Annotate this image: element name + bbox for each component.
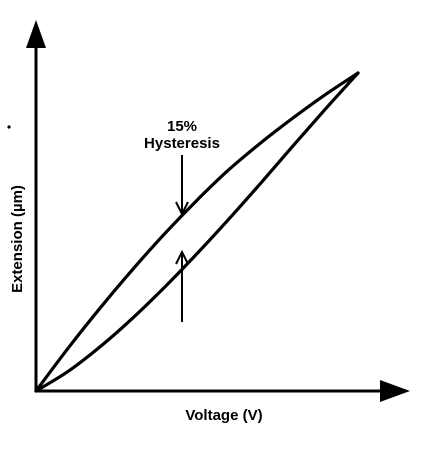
upper-arrow-head <box>175 201 189 217</box>
stray-dot <box>7 125 11 129</box>
series-group <box>34 71 360 393</box>
y-axis-arrow <box>26 20 46 48</box>
annotation-percent: 15% <box>167 118 197 135</box>
y-axis-label: Extension (µm) <box>9 185 26 293</box>
hysteresis-indicator <box>175 155 189 322</box>
x-axis-label: Voltage (V) <box>185 407 262 424</box>
annotation-label: Hysteresis <box>144 135 220 152</box>
x-axis-arrow <box>380 380 410 402</box>
lower-branch-line <box>34 71 360 393</box>
upper-branch-line <box>34 71 360 393</box>
lower-arrow-head <box>175 249 189 265</box>
